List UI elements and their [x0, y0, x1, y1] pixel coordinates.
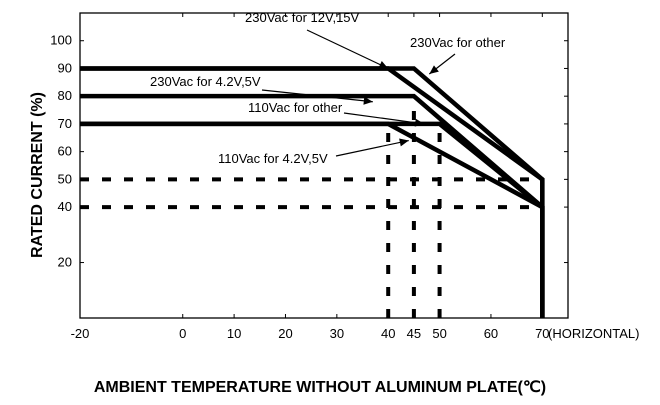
- x-tick-label: 45: [407, 326, 421, 341]
- annotation-arrow: [261, 89, 373, 103]
- annotation-label: 230Vac for other: [410, 35, 506, 50]
- annotation-label: 230Vac for 12V,15V: [245, 10, 360, 25]
- annotation-arrowhead: [378, 60, 389, 69]
- x-tick-label: 10: [227, 326, 241, 341]
- x-tick-label: 30: [330, 326, 344, 341]
- x-tick-label: 20: [278, 326, 292, 341]
- x-tick-label: 60: [484, 326, 498, 341]
- annotation-arrowhead: [399, 138, 409, 147]
- annotation-arrow: [343, 112, 425, 125]
- series-line: [80, 121, 545, 318]
- x-tick-label: -20: [71, 326, 90, 341]
- annotation-arrowhead: [429, 65, 439, 74]
- annotation-arrowhead: [414, 118, 425, 127]
- annotation-arrow: [335, 139, 409, 157]
- y-tick-label: 20: [58, 255, 72, 270]
- y-axis-title: RATED CURRENT (%): [29, 92, 46, 258]
- x-axis-title: AMBIENT TEMPERATURE WITHOUT ALUMINUM PLA…: [94, 379, 546, 396]
- x-tick-label: 0: [179, 326, 186, 341]
- x-axis-suffix: (HORIZONTAL): [548, 326, 639, 341]
- annotation-label: 110Vac for 4.2V,5V: [218, 151, 328, 166]
- annotation-arrow: [306, 29, 389, 69]
- annotation-label: 110Vac for other: [248, 100, 343, 115]
- annotation-arrowhead: [363, 96, 373, 105]
- x-tick-label: 40: [381, 326, 395, 341]
- y-tick-label: 70: [58, 116, 72, 131]
- y-tick-label: 80: [58, 88, 72, 103]
- y-tick-label: 60: [58, 144, 72, 159]
- x-tick-label: 50: [432, 326, 446, 341]
- y-tick-label: 50: [58, 171, 72, 186]
- annotation-label: 230Vac for 4.2V,5V: [150, 74, 261, 89]
- y-tick-label: 40: [58, 199, 72, 214]
- y-tick-label: 90: [58, 60, 72, 75]
- y-tick-label: 100: [50, 33, 72, 48]
- x-tick-label: 70: [535, 326, 549, 341]
- plot-frame: [79, 12, 569, 319]
